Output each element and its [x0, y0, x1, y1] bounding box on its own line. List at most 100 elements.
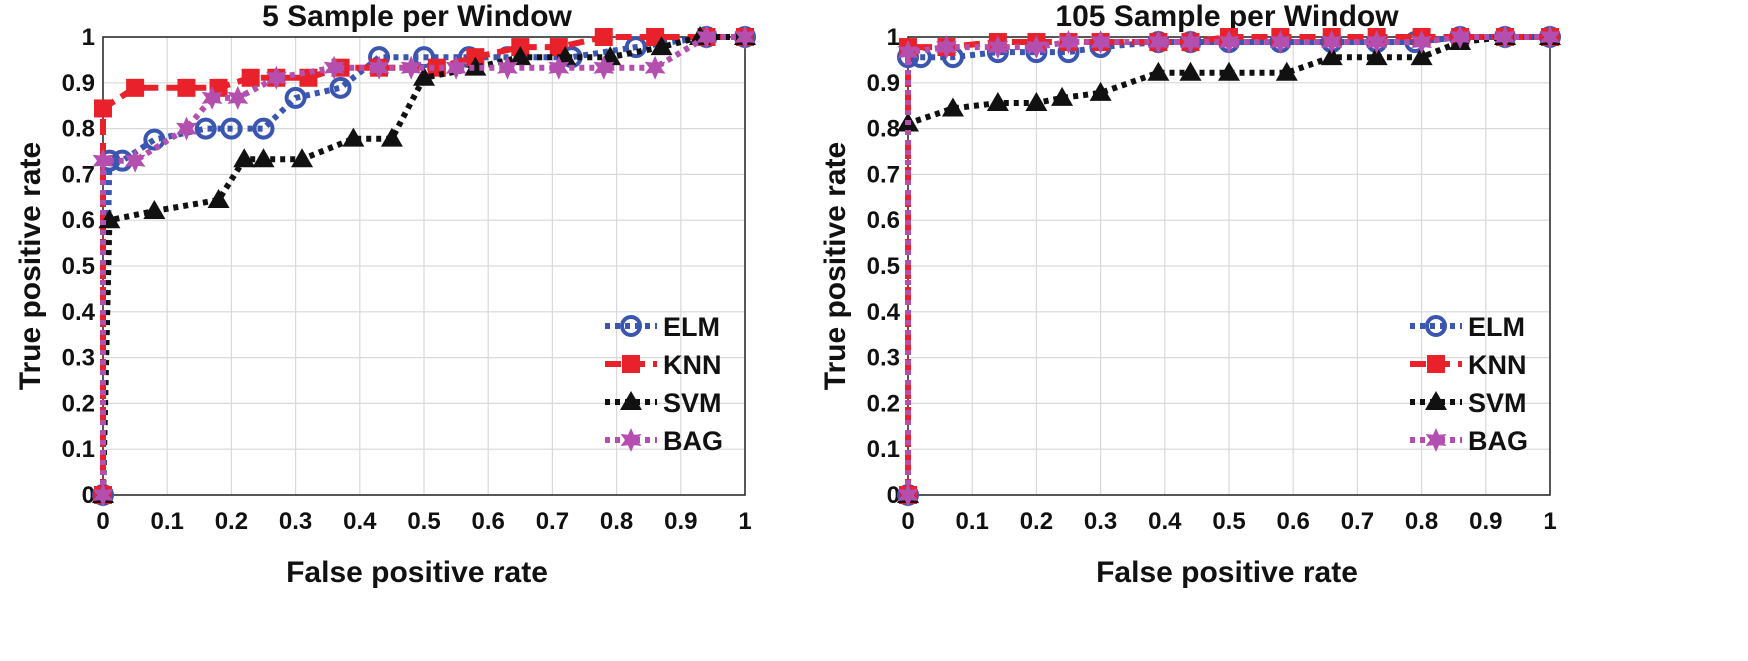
series-line-svm — [100, 34, 745, 496]
data-point-bag — [1148, 30, 1169, 54]
y-tick-label: 0.5 — [62, 253, 95, 280]
data-point-svm — [650, 36, 673, 56]
data-point-knn — [94, 99, 112, 118]
y-tick-label: 1 — [82, 24, 95, 51]
data-point-svm — [1147, 61, 1170, 81]
legend-label-elm: ELM — [663, 312, 720, 342]
y-tick-label: 0.9 — [62, 70, 95, 97]
y-tick-label: 0.2 — [62, 390, 95, 417]
data-point-bag — [593, 55, 615, 80]
data-point-svm — [941, 97, 964, 117]
x-tick-label: 0.4 — [343, 508, 377, 535]
y-tick-label: 0.1 — [62, 436, 95, 463]
x-tick-label: 0.3 — [279, 508, 312, 535]
x-tick-label: 0.7 — [536, 508, 569, 535]
x-tick-label: 0.4 — [1148, 508, 1182, 535]
data-point-svm — [1089, 81, 1112, 101]
data-point-knn — [241, 68, 260, 87]
legend-label-svm: SVM — [663, 388, 722, 418]
y-tick-label: 0.4 — [867, 299, 901, 326]
x-axis-label: False positive rate — [286, 556, 548, 589]
x-tick-label: 0.5 — [1212, 508, 1245, 535]
series-line-elm — [100, 34, 745, 496]
legend-marker-elm — [1425, 315, 1447, 337]
chart-title: 5 Sample per Window — [262, 0, 572, 33]
data-point-elm — [329, 76, 352, 99]
y-tick-label: 0.3 — [867, 345, 900, 372]
y-tick-label: 0.6 — [62, 207, 95, 234]
data-point-bag — [1218, 30, 1240, 54]
legend: ELM KNN SVM BAG — [1410, 312, 1528, 456]
data-point-bag — [1411, 30, 1432, 54]
data-point-elm — [624, 36, 647, 59]
data-point-elm — [220, 117, 243, 140]
legend-label-bag: BAG — [663, 426, 723, 456]
legend: ELM KNN SVM BAG — [605, 312, 723, 456]
x-tick-label: 0.7 — [1341, 508, 1374, 535]
data-point-bag — [201, 85, 223, 110]
x-tick-label: 1 — [1543, 508, 1556, 535]
legend-marker-bag — [1425, 428, 1447, 452]
y-tick-label: 0.2 — [867, 390, 900, 417]
data-point-bag — [323, 55, 345, 80]
data-point-bag — [124, 148, 146, 173]
data-point-bag — [1026, 35, 1047, 60]
x-tick-label: 0.2 — [215, 508, 248, 535]
x-tick-label: 0.9 — [1469, 508, 1502, 535]
data-point-svm — [1275, 61, 1298, 81]
data-point-bag — [897, 40, 919, 65]
y-tick-label: 0 — [82, 482, 95, 509]
data-point-bag — [445, 55, 467, 80]
legend-marker-knn — [1427, 355, 1445, 373]
x-tick-label: 0.2 — [1020, 508, 1053, 535]
data-point-knn — [177, 78, 196, 97]
data-point-bag — [227, 85, 249, 110]
y-tick-label: 0.5 — [867, 253, 900, 280]
x-tick-label: 0 — [901, 508, 914, 535]
legend-marker-svm — [1425, 391, 1447, 410]
x-tick-label: 0.9 — [664, 508, 697, 535]
data-point-bag — [548, 55, 570, 80]
data-point-svm — [986, 91, 1009, 111]
y-tick-label: 0.6 — [867, 207, 900, 234]
legend-label-knn: KNN — [1468, 350, 1527, 380]
data-point-bag — [92, 148, 114, 173]
x-tick-label: 0.3 — [1084, 508, 1117, 535]
data-point-bag — [1180, 30, 1201, 54]
legend-marker-svm — [620, 391, 642, 410]
data-point-bag — [1539, 25, 1561, 49]
x-axis-label: False positive rate — [1096, 556, 1358, 589]
chart-title: 105 Sample per Window — [1055, 0, 1399, 33]
legend-marker-knn — [622, 355, 640, 373]
y-tick-label: 0 — [887, 482, 900, 509]
legend-label-knn: KNN — [663, 350, 722, 380]
x-tick-label: 0.1 — [956, 508, 989, 535]
data-point-svm — [1365, 46, 1388, 66]
legend-marker-bag — [620, 428, 642, 452]
data-point-bag — [897, 483, 919, 507]
x-tick-label: 1 — [738, 508, 751, 535]
data-point-svm — [342, 127, 365, 147]
chart-panel-1: 0 0.1 0.2 0.3 0.4 0.5 0.6 0.7 0.8 0.9 1 0 0.1 0.2 0.3 0… — [14, 0, 756, 589]
data-point-bag — [734, 25, 756, 49]
legend-label-bag: BAG — [1468, 426, 1528, 456]
y-tick-label: 0.4 — [62, 299, 96, 326]
legend-label-elm: ELM — [1468, 312, 1525, 342]
data-point-bag — [987, 35, 1009, 60]
chart-panel-2: 0 0.1 0.2 0.3 0.4 0.5 0.6 0.7 0.8 0.9 1 0 0.1 0.2 0.3 0… — [819, 0, 1561, 589]
data-point-bag — [497, 55, 518, 80]
x-tick-label: 0.8 — [1405, 508, 1438, 535]
data-point-bag — [1058, 30, 1079, 54]
x-tick-label: 0.5 — [407, 508, 440, 535]
data-point-bag — [1449, 25, 1471, 49]
data-point-svm — [1410, 46, 1433, 66]
data-point-elm — [194, 117, 217, 140]
data-point-bag — [936, 35, 957, 60]
x-tick-label: 0.1 — [151, 508, 184, 535]
y-tick-label: 0.7 — [867, 161, 900, 188]
data-point-bag — [1494, 25, 1516, 49]
data-point-bag — [644, 55, 666, 80]
data-point-bag — [176, 116, 197, 141]
data-point-bag — [400, 55, 422, 80]
